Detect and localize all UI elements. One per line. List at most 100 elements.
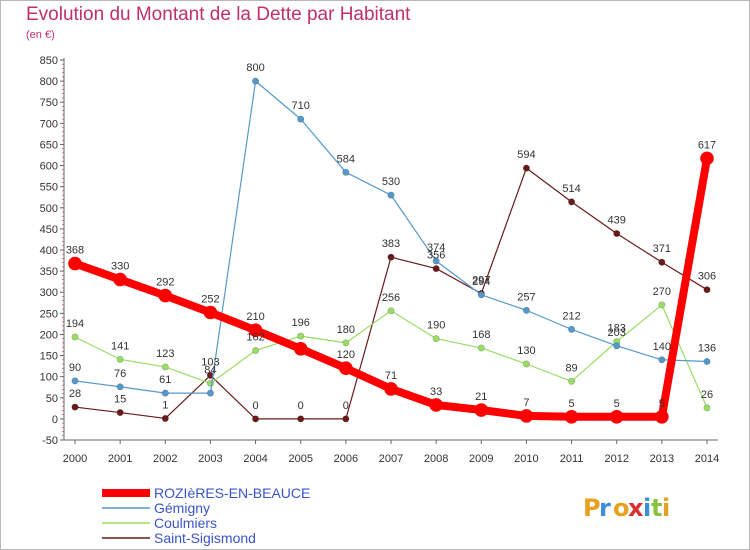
legend-label-g-migny: Gémigny (154, 500, 210, 516)
data-point-coulmiers (252, 346, 260, 354)
data-label-g-migny: 584 (337, 153, 355, 165)
data-point-g-migny (297, 115, 305, 123)
data-label-saint-sigismond: 514 (562, 183, 580, 195)
y-tick-label: 850 (40, 55, 58, 67)
data-label-coulmiers: 270 (653, 286, 671, 298)
data-label-rozi-res-en-beauce: 330 (111, 261, 129, 273)
data-label-rozi-res-en-beauce: 368 (66, 245, 84, 257)
logo-letter: r (599, 494, 611, 522)
y-tick-label: 750 (40, 97, 58, 109)
legend-label-saint-sigismond: Saint-Sigismond (154, 530, 256, 546)
data-label-saint-sigismond: 15 (114, 394, 126, 406)
data-point-coulmiers (161, 363, 169, 371)
logo-letter: P (583, 494, 601, 522)
chart-axes: -500501001502002503003504004505005506006… (40, 55, 720, 465)
data-label-rozi-res-en-beauce: 21 (475, 391, 487, 403)
data-label-saint-sigismond: 383 (382, 238, 400, 250)
data-label-rozi-res-en-beauce: 5 (659, 398, 665, 410)
data-label-coulmiers: 162 (246, 331, 264, 343)
x-tick-label: 2014 (695, 453, 719, 465)
data-point-g-migny (161, 389, 169, 397)
data-point-rozi-res-en-beauce (248, 323, 263, 338)
data-point-coulmiers (703, 404, 711, 412)
data-point-coulmiers (342, 339, 350, 347)
y-tick-label: 350 (40, 266, 58, 278)
data-point-saint-sigismond (297, 415, 305, 423)
y-tick-label: 550 (40, 182, 58, 194)
data-point-saint-sigismond (342, 415, 350, 423)
data-label-saint-sigismond: 439 (608, 215, 626, 227)
data-point-saint-sigismond (116, 409, 124, 417)
data-point-coulmiers (522, 360, 530, 368)
data-point-rozi-res-en-beauce (203, 305, 218, 320)
logo-letter: i (662, 494, 670, 522)
x-tick-label: 2009 (469, 453, 493, 465)
legend-label-rozi-res-en-beauce: ROZIèRES-EN-BEAUCE (154, 485, 310, 501)
y-tick-label: 200 (40, 329, 58, 341)
legend-label-coulmiers: Coulmiers (154, 515, 217, 531)
data-labels-layer: 28 15 1 103 0 0 0 383 356 297 594 514 439 371 306 194 14… (66, 62, 716, 412)
y-tick-label: 0 (52, 414, 58, 426)
data-point-coulmiers (297, 332, 305, 340)
data-point-saint-sigismond (432, 265, 440, 273)
data-label-g-migny: 136 (698, 342, 716, 354)
data-point-rozi-res-en-beauce (474, 403, 489, 417)
data-point-g-migny (206, 389, 214, 397)
y-tick-label: 650 (40, 139, 58, 151)
data-label-coulmiers: 256 (382, 292, 400, 304)
data-point-saint-sigismond (387, 253, 395, 261)
x-tick-label: 2012 (604, 453, 628, 465)
data-label-g-migny: 374 (427, 242, 445, 254)
data-label-g-migny: 90 (69, 362, 81, 374)
data-label-saint-sigismond: 28 (69, 388, 81, 400)
x-tick-label: 2001 (108, 453, 132, 465)
data-label-g-migny: 140 (653, 341, 671, 353)
data-label-rozi-res-en-beauce: 210 (246, 311, 264, 323)
data-label-rozi-res-en-beauce: 252 (201, 293, 219, 305)
data-point-rozi-res-en-beauce (158, 288, 173, 303)
data-label-rozi-res-en-beauce: 292 (156, 277, 174, 289)
data-point-coulmiers (387, 307, 395, 315)
data-point-saint-sigismond (522, 164, 530, 172)
data-label-g-migny: 203 (608, 327, 626, 339)
data-point-rozi-res-en-beauce (113, 272, 127, 287)
data-label-saint-sigismond: 1 (162, 399, 168, 411)
data-label-saint-sigismond: 103 (201, 356, 219, 368)
data-point-rozi-res-en-beauce (293, 341, 308, 356)
logo-letter: o (613, 494, 630, 522)
data-point-coulmiers (432, 335, 440, 343)
x-tick-label: 2003 (198, 453, 222, 465)
data-label-saint-sigismond: 594 (517, 149, 535, 161)
data-label-rozi-res-en-beauce: 71 (385, 370, 397, 382)
data-label-coulmiers: 168 (472, 329, 490, 341)
data-point-saint-sigismond (206, 371, 214, 379)
chart-title: Evolution du Montant de la Dette par Hab… (26, 4, 411, 25)
data-point-rozi-res-en-beauce (339, 361, 353, 376)
data-point-g-migny (613, 342, 621, 350)
data-label-coulmiers: 26 (701, 389, 713, 401)
data-label-g-migny: 530 (382, 176, 400, 188)
data-label-rozi-res-en-beauce: 617 (698, 139, 716, 151)
y-tick-label: 250 (40, 308, 58, 320)
x-tick-label: 2007 (379, 453, 403, 465)
x-tick-label: 2008 (424, 453, 448, 465)
data-point-rozi-res-en-beauce (700, 151, 714, 166)
data-point-rozi-res-en-beauce (564, 409, 579, 424)
x-tick-label: 2005 (288, 453, 312, 465)
data-label-coulmiers: 141 (111, 340, 129, 352)
data-label-rozi-res-en-beauce: 7 (523, 397, 529, 409)
data-label-g-migny: 800 (246, 62, 264, 74)
data-point-rozi-res-en-beauce (519, 409, 534, 423)
x-tick-label: 2011 (560, 453, 584, 465)
x-tick-label: 2013 (650, 453, 674, 465)
y-tick-label: 600 (40, 161, 58, 173)
data-point-rozi-res-en-beauce (609, 409, 624, 424)
data-point-saint-sigismond (161, 414, 169, 422)
data-point-g-migny (342, 168, 350, 176)
data-point-coulmiers (116, 355, 124, 363)
data-label-g-migny: 257 (517, 291, 535, 303)
y-tick-label: 300 (40, 287, 58, 299)
data-label-saint-sigismond: 371 (653, 243, 671, 255)
y-tick-label: 400 (40, 245, 58, 257)
